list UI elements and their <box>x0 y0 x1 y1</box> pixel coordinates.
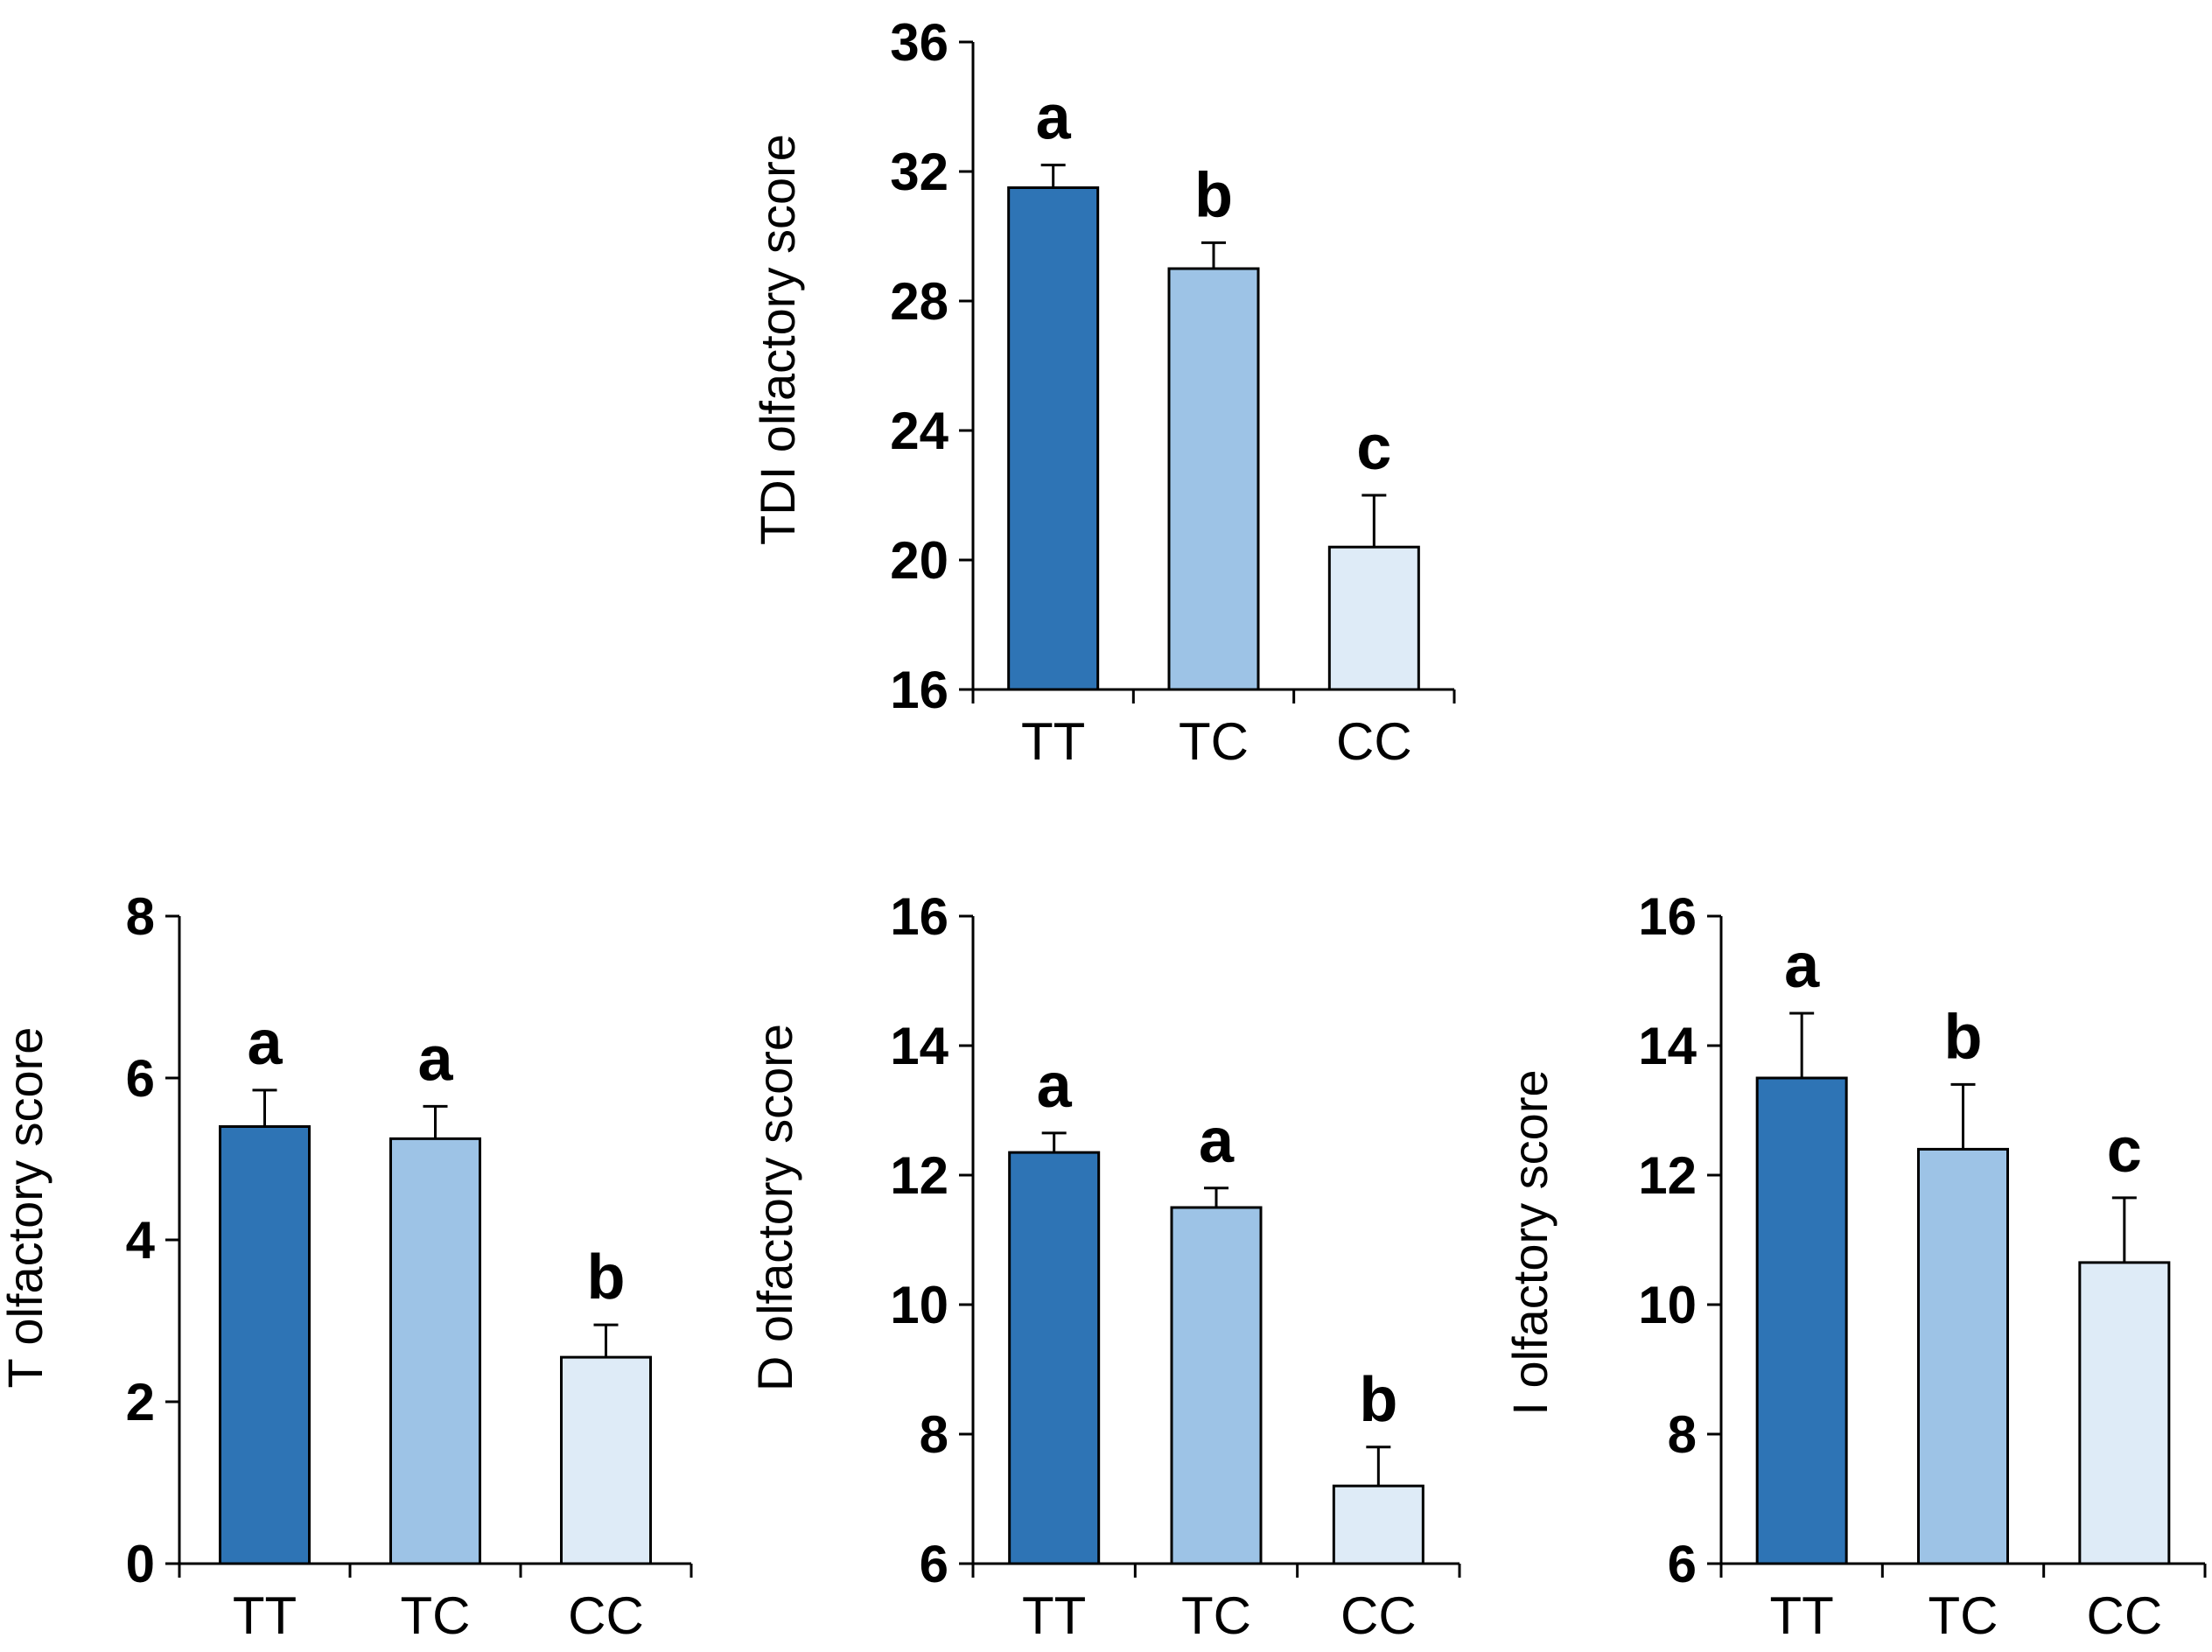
significance-label: a <box>417 1024 453 1094</box>
y-tick-label: 14 <box>890 1017 948 1075</box>
bar-cc <box>2078 1261 2171 1565</box>
y-tick-label: 2 <box>126 1373 155 1432</box>
y-tick-label: 6 <box>920 1535 948 1593</box>
y-tick-label: 16 <box>1638 887 1697 946</box>
bar-tt <box>1007 186 1100 691</box>
significance-label: b <box>587 1242 626 1312</box>
chart-t: 0 2 4 6 8 T olfactory score a TT a TC b CC <box>0 887 693 1645</box>
chart-d: 6 8 10 12 14 16 D olfactory score a TT a TC b CC <box>747 887 1461 1645</box>
x-category-label: TT <box>1770 1586 1834 1645</box>
y-tick-label: 16 <box>890 887 948 946</box>
bar-tc <box>1167 267 1260 691</box>
y-tick-label: 24 <box>890 402 948 460</box>
y-tick-label: 0 <box>126 1535 155 1593</box>
significance-label: a <box>1036 83 1072 153</box>
y-axis-title: TDI olfactory score <box>750 134 805 545</box>
y-axis-title: D olfactory score <box>747 1024 802 1391</box>
bar-tc <box>389 1137 481 1565</box>
bar-tc <box>1170 1206 1263 1565</box>
y-tick-label: 4 <box>126 1211 156 1270</box>
significance-label: b <box>1194 160 1233 230</box>
significance-label: a <box>1784 931 1820 1001</box>
y-tick-label: 12 <box>890 1146 948 1205</box>
y-axis-title: I olfactory score <box>1502 1069 1558 1415</box>
significance-label: a <box>1199 1106 1235 1176</box>
y-tick-label: 10 <box>1638 1276 1697 1334</box>
y-tick-label: 28 <box>890 272 948 331</box>
significance-label: b <box>1359 1365 1397 1435</box>
significance-label: a <box>1037 1051 1073 1121</box>
y-tick-label: 10 <box>890 1276 948 1334</box>
x-category-label: CC <box>2086 1586 2162 1645</box>
chart-tdi: 16 20 24 28 32 36 TDI olfactory score a TT b TC c CC <box>750 13 1456 771</box>
bar-tt <box>219 1125 311 1565</box>
x-category-label: CC <box>1340 1586 1417 1645</box>
bar-tt <box>1755 1076 1848 1565</box>
bar-cc <box>560 1355 652 1565</box>
bar-tc <box>1917 1147 2009 1565</box>
y-tick-label: 12 <box>1638 1146 1697 1205</box>
y-tick-label: 8 <box>126 887 155 946</box>
x-category-label: CC <box>1336 712 1412 771</box>
bar-cc <box>1327 545 1420 691</box>
y-tick-label: 8 <box>1668 1405 1697 1464</box>
y-tick-label: 6 <box>126 1049 155 1108</box>
x-category-label: TT <box>1022 1586 1086 1645</box>
y-tick-label: 32 <box>890 143 948 201</box>
significance-label: c <box>1356 413 1391 483</box>
y-tick-label: 20 <box>890 531 948 590</box>
x-category-label: TC <box>401 1586 471 1645</box>
x-category-label: CC <box>568 1586 644 1645</box>
y-axis-title: T olfactory score <box>0 1027 52 1389</box>
y-tick-label: 14 <box>1638 1017 1697 1075</box>
y-tick-label: 8 <box>920 1405 948 1464</box>
x-category-label: TT <box>233 1586 297 1645</box>
y-tick-label: 6 <box>1668 1535 1697 1593</box>
bar-tt <box>1008 1151 1101 1565</box>
significance-label: a <box>247 1008 283 1078</box>
bar-cc <box>1332 1484 1424 1565</box>
x-category-label: TC <box>1928 1586 1998 1645</box>
significance-label: b <box>1944 1002 1983 1072</box>
chart-i: 6 8 10 12 14 16 I olfactory score a TT b TC c CC <box>1502 887 2207 1645</box>
y-tick-label: 36 <box>890 13 948 72</box>
x-category-label: TC <box>1179 712 1249 771</box>
significance-label: c <box>2107 1116 2142 1186</box>
x-category-label: TT <box>1021 712 1085 771</box>
x-category-label: TC <box>1181 1586 1251 1645</box>
y-tick-label: 16 <box>890 661 948 719</box>
